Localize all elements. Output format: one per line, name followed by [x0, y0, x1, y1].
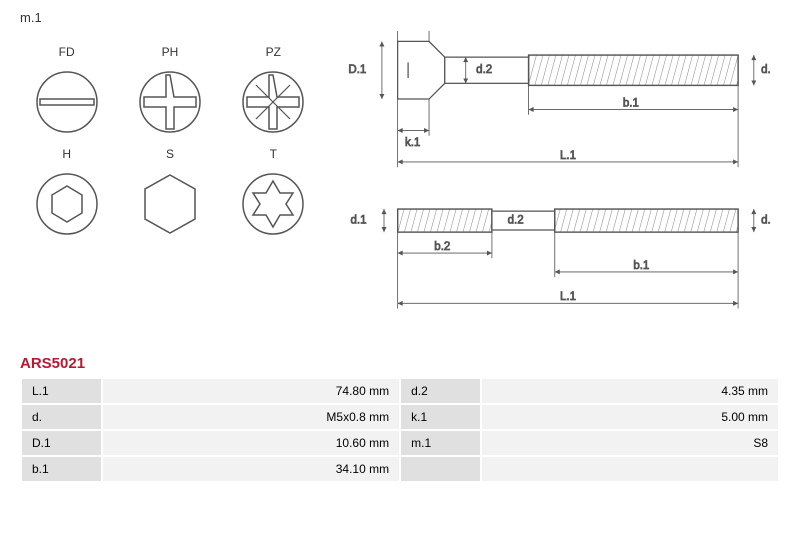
drive-label: FD: [20, 45, 113, 59]
spec-value: S8: [482, 431, 778, 455]
spec-label: k.1: [401, 405, 480, 429]
hex-head-icon: [135, 169, 205, 239]
spec-label: D.1: [22, 431, 101, 455]
dim-d-b: d.: [761, 215, 771, 227]
dim-D1: D.1: [348, 64, 366, 76]
table-row: b.1 34.10 mm: [22, 457, 778, 481]
drive-label: H: [20, 147, 113, 161]
spec-value: 34.10 mm: [103, 457, 399, 481]
dim-d2: d.2: [476, 64, 492, 76]
hex-socket-icon: [32, 169, 102, 239]
drive-label: PH: [123, 45, 216, 59]
table-row: D.1 10.60 mm m.1 S8: [22, 431, 778, 455]
spec-value: 74.80 mm: [103, 379, 399, 403]
drive-h: H: [20, 147, 113, 239]
drive-label: PZ: [227, 45, 320, 59]
torx-drive-icon: [238, 169, 308, 239]
screw-diagram: D.1 d.2 d. b.1 k.1 L.1: [340, 10, 780, 335]
spec-value: M5x0.8 mm: [103, 405, 399, 429]
spec-label: L.1: [22, 379, 101, 403]
dim-k1: k.1: [405, 137, 420, 149]
spec-label: [401, 457, 480, 481]
table-row: L.1 74.80 mm d.2 4.35 mm: [22, 379, 778, 403]
drive-fd: FD: [20, 45, 113, 137]
drive-s: S: [123, 147, 216, 239]
phillips-drive-icon: [135, 67, 205, 137]
dim-L1: L.1: [560, 150, 576, 162]
spec-value: [482, 457, 778, 481]
drive-t: T: [227, 147, 320, 239]
spec-label: d.: [22, 405, 101, 429]
section-label: m.1: [20, 10, 320, 25]
spec-value: 10.60 mm: [103, 431, 399, 455]
pozidriv-drive-icon: [238, 67, 308, 137]
drive-label: S: [123, 147, 216, 161]
dim-b1: b.1: [623, 97, 639, 109]
spec-label: m.1: [401, 431, 480, 455]
slot-drive-icon: [32, 67, 102, 137]
spec-table: L.1 74.80 mm d.2 4.35 mm d. M5x0.8 mm k.…: [20, 377, 780, 483]
drive-pz: PZ: [227, 45, 320, 137]
drive-label: T: [227, 147, 320, 161]
dim-d: d.: [761, 64, 771, 76]
spec-label: d.2: [401, 379, 480, 403]
drive-ph: PH: [123, 45, 216, 137]
spec-value: 5.00 mm: [482, 405, 778, 429]
dim-d2-b: d.2: [508, 215, 524, 227]
dim-b1-b: b.1: [633, 260, 649, 272]
dim-L1-b: L.1: [560, 291, 576, 303]
dim-d1: d.1: [350, 215, 366, 227]
spec-value: 4.35 mm: [482, 379, 778, 403]
spec-label: b.1: [22, 457, 101, 481]
table-row: d. M5x0.8 mm k.1 5.00 mm: [22, 405, 778, 429]
part-number: ARS5021: [0, 340, 800, 377]
drive-types-grid: FD PH PZ H: [20, 45, 320, 239]
dim-b2: b.2: [434, 241, 450, 253]
